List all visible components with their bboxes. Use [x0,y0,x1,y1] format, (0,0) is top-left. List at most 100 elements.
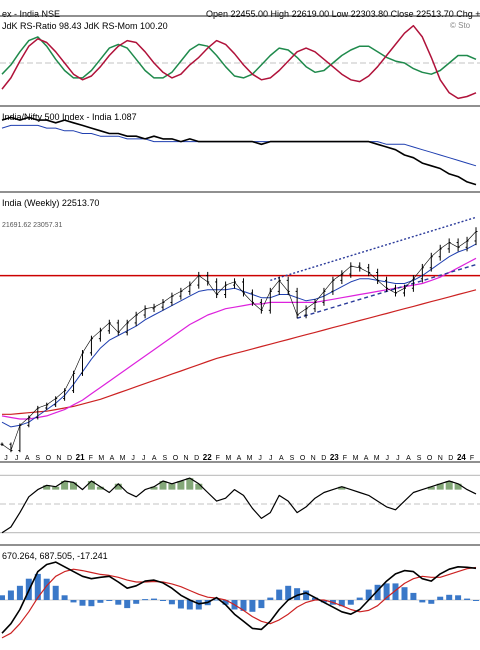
x-axis-label: A [364,455,369,462]
macd-histogram-bar [383,583,390,600]
x-axis-label: M [247,455,253,462]
x-axis-label: M [98,455,104,462]
macd-histogram-bar [240,600,247,611]
macd-line [1,561,477,634]
x-axis-label: J [396,455,400,462]
macd-histogram-bar [312,597,318,600]
ma-short-line [1,243,477,428]
macd-histogram-bar [213,599,220,601]
relative-strength-line [1,116,477,186]
x-axis-label: A [110,455,115,462]
macd-histogram-bar [186,600,193,610]
x-axis-label: J [131,455,135,462]
x-axis-label: J [258,455,262,462]
rs-legend: JdK RS-Ratio 98.43 JdK RS-Mom 100.20 [2,21,168,31]
macd-histogram-bar [142,599,149,601]
macd-histogram-bar [464,598,471,600]
macd-histogram-bar [419,600,426,603]
x-axis-label: A [406,455,411,462]
x-axis-label: D [448,455,453,462]
macd-histogram-bar [177,600,184,609]
macd-histogram-bar [258,600,265,609]
macd-histogram-bar [115,600,122,605]
macd-legend: 670.264, 687.505, -17.241 [2,551,108,561]
x-axis-label: O [46,455,52,462]
macd-histogram-bar [356,597,363,600]
x-axis-label: M [120,455,126,462]
macd-histogram-bar [267,597,274,600]
macd-histogram-bar [365,589,372,600]
x-axis-label: A [25,455,30,462]
x-axis-label: D [194,455,199,462]
oscillator-overbought-fill [43,478,462,490]
macd-histogram-bar [97,600,104,603]
macd-signal-line [1,566,477,639]
macd-histogram-bar [446,594,453,600]
price-line [1,231,477,451]
x-axis-label: D [321,455,326,462]
macd-histogram-bar [0,595,5,600]
macd-histogram-bar [168,600,175,605]
macd-histogram-bar [195,600,202,610]
macd-histogram-bar [276,589,283,600]
x-axis-label: F [89,455,93,462]
x-axis-label: F [343,455,347,462]
price-legend: India (Weekly) 22513.70 [2,198,100,208]
macd-histogram-bar [222,600,229,605]
x-axis-label: D [67,455,72,462]
macd-histogram-bar [374,584,381,600]
x-axis-label: A [152,455,157,462]
macd-histogram-bar [133,600,140,604]
x-axis-label: O [300,455,306,462]
macd-histogram-bar [285,585,292,600]
macd-histogram-bar [303,590,310,600]
macd-histogram-bar [321,600,327,603]
macd-histogram-bar [455,595,462,600]
macd-histogram-bar [428,600,435,604]
macd-histogram-bar [347,600,354,605]
macd-histogram-bar [43,578,50,600]
x-axis-label: J [15,455,19,462]
trend-upper-line [270,216,477,282]
macd-histogram-bar [7,590,14,600]
rs-ratio-line [1,24,477,100]
x-axis-label: N [311,455,316,462]
macd-histogram-bar [392,583,399,600]
x-axis-label: S [163,455,168,462]
macd-histogram-bar [79,600,86,606]
macd-histogram-bar [34,573,41,600]
x-axis-label: M [374,455,380,462]
symbol-title: ex - India NSE [2,9,61,19]
macd-histogram-bar [52,585,59,600]
x-axis-label: S [290,455,295,462]
x-axis-label: 22 [203,453,212,462]
ma-long-line [2,289,477,415]
macd-histogram-bar [437,596,444,600]
x-axis-label: N [56,455,61,462]
macd-histogram-bar [70,600,77,603]
x-axis-label: N [438,455,443,462]
x-axis-label: F [216,455,220,462]
macd-histogram-bar [16,585,23,600]
x-axis-label: J [269,455,273,462]
rs-ma-line [1,124,477,167]
x-axis-label: F [470,455,474,462]
x-axis-label: O [427,455,433,462]
x-axis-label: S [35,455,40,462]
macd-histogram-bar [106,600,113,601]
macd-histogram-bar [473,600,479,601]
macd-histogram-bar [124,600,131,609]
x-axis-label: J [386,455,390,462]
x-axis-label: J [4,455,8,462]
macd-histogram-bar [338,600,345,607]
macd-histogram-bar [294,588,301,600]
macd-histogram-bar [249,600,256,612]
x-axis-label: A [237,455,242,462]
ohlc-readout: Open 22455.00 High 22619.00 Low 22303.80… [206,9,480,19]
ma-values: 21691.62 23057.31 [2,222,63,229]
x-axis-label: M [353,455,359,462]
oscillator-line [1,477,477,534]
x-axis-label: 23 [330,453,339,462]
x-axis-label: S [417,455,422,462]
